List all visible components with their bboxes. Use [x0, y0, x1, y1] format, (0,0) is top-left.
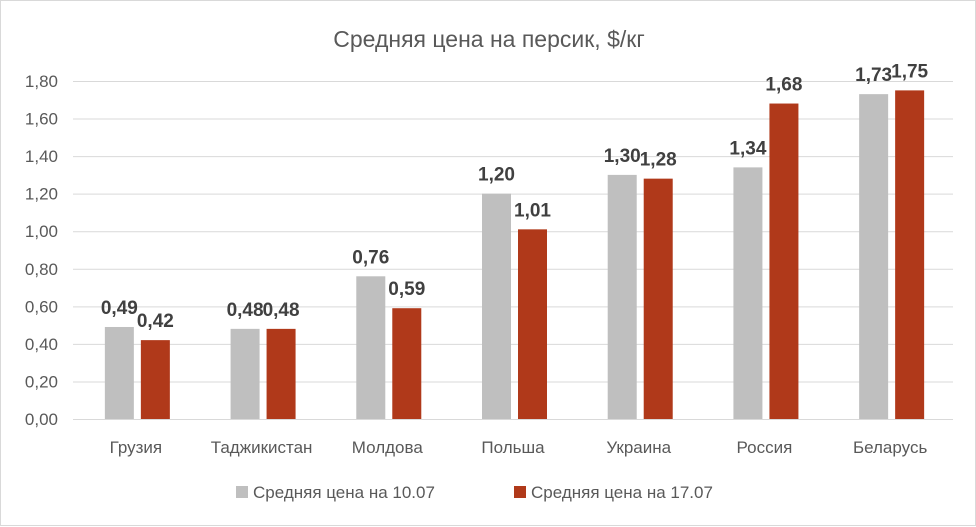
y-tick-label: 1,40 — [25, 147, 58, 166]
data-label: 1,01 — [514, 200, 551, 221]
x-tick-label: Таджикистан — [211, 438, 313, 457]
y-tick-label: 0,40 — [25, 335, 58, 354]
data-label: 0,49 — [101, 298, 138, 319]
data-label: 0,59 — [388, 279, 425, 300]
x-tick-label: Россия — [737, 438, 793, 457]
x-tick-label: Польша — [481, 438, 545, 457]
chart-title: Средняя цена на персик, $/кг — [333, 26, 644, 52]
y-tick-label: 0,80 — [25, 260, 58, 279]
bar-10-07 — [859, 94, 889, 420]
bar-10-07 — [230, 328, 260, 419]
bar-17-07 — [895, 90, 925, 419]
bar-17-07 — [643, 178, 673, 419]
bar-10-07 — [733, 167, 763, 419]
x-tick-label: Грузия — [110, 438, 163, 457]
data-label: 1,34 — [729, 138, 766, 159]
y-tick-label: 0,20 — [25, 372, 58, 391]
data-label: 1,20 — [478, 165, 515, 186]
bar-17-07 — [140, 340, 170, 419]
y-tick-label: 0,60 — [25, 297, 58, 316]
legend-swatch — [236, 486, 248, 498]
data-label: 1,28 — [640, 150, 677, 171]
x-tick-label: Молдова — [352, 438, 424, 457]
legend-label: Средняя цена на 17.07 — [531, 483, 713, 502]
x-tick-label: Беларусь — [853, 438, 927, 457]
legend-label: Средняя цена на 10.07 — [253, 483, 435, 502]
data-label: 1,68 — [765, 75, 802, 96]
data-label: 1,75 — [891, 61, 928, 82]
bar-10-07 — [607, 174, 637, 419]
y-tick-label: 1,60 — [25, 110, 58, 129]
bar-17-07 — [518, 229, 547, 419]
bar-10-07 — [104, 326, 134, 419]
data-label: 0,76 — [352, 247, 389, 268]
data-label: 1,30 — [604, 146, 641, 167]
bar-17-07 — [769, 103, 799, 420]
data-label: 1,73 — [855, 65, 892, 86]
y-tick-label: 1,00 — [25, 222, 58, 241]
y-tick-label: 1,80 — [25, 72, 58, 91]
bar-10-07 — [482, 193, 511, 419]
data-label: 0,42 — [137, 311, 174, 332]
bar-17-07 — [392, 308, 422, 419]
y-tick-label: 1,20 — [25, 185, 58, 204]
bar-10-07 — [356, 276, 386, 419]
legend-swatch — [514, 486, 526, 498]
data-label: 0,48 — [263, 300, 300, 321]
y-tick-label: 0,00 — [25, 410, 58, 429]
bar-17-07 — [266, 328, 296, 419]
data-label: 0,48 — [227, 300, 264, 321]
x-tick-label: Украина — [606, 438, 671, 457]
